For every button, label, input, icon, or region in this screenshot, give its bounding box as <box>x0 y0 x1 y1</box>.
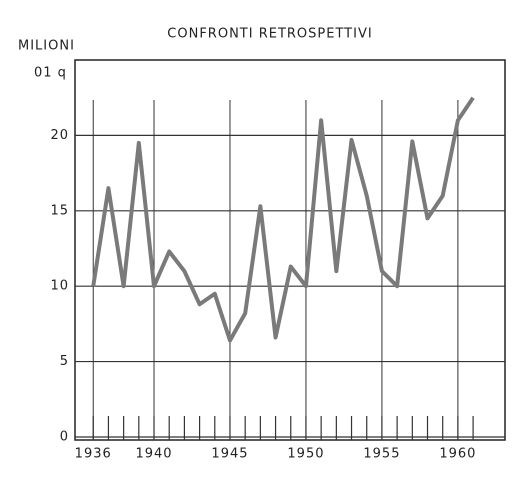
chart-title: CONFRONTI RETROSPETTIVI <box>167 27 372 42</box>
y-tick-label: 20 <box>50 128 69 143</box>
x-tick-label: 1960 <box>439 447 476 462</box>
x-tick-label: 1936 <box>75 447 112 462</box>
x-tick-label: 1950 <box>287 447 324 462</box>
y-axis-label: MILIONI <box>18 39 75 54</box>
plot-frame <box>74 59 506 441</box>
x-tick-label: 1945 <box>211 447 248 462</box>
x-tick-label: 1955 <box>363 447 400 462</box>
y-tick-label: 15 <box>50 203 69 218</box>
y-tick-label: 0 <box>60 429 69 444</box>
data-line <box>91 96 475 343</box>
y-tick-label: 5 <box>60 354 69 369</box>
y-axis-unit: 01 q <box>34 66 67 81</box>
y-tick-label: 10 <box>50 279 69 294</box>
x-tick-label: 1940 <box>135 447 172 462</box>
